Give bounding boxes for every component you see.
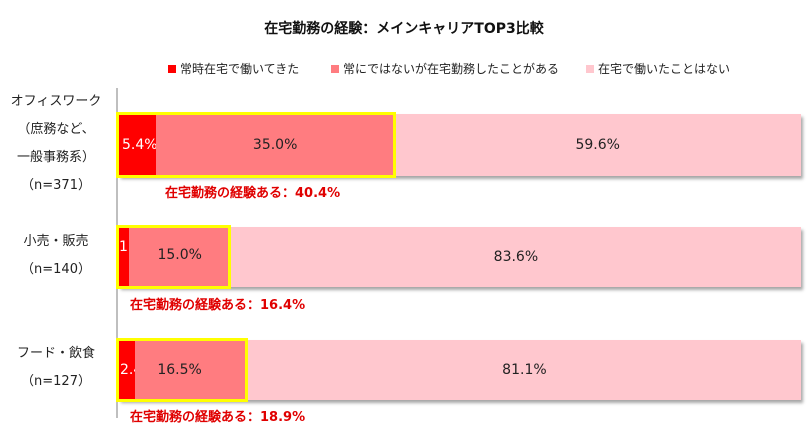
value-label: 5.4% — [122, 137, 158, 153]
legend-swatch-salmon — [331, 64, 339, 73]
category-line: （n=371） — [21, 178, 91, 193]
experience-annotation: 在宅勤務の経験ある：40.4% — [165, 186, 341, 201]
category-line: （n=127） — [21, 374, 91, 389]
segment-never-home: 83.6% — [230, 227, 801, 287]
segment-sometimes-home: 35.0% — [155, 114, 395, 176]
legend-label: 常にではないが在宅勤務したことがある — [343, 62, 560, 76]
segment-never-home: 81.1% — [247, 340, 801, 400]
category-line: フード・飲食 — [16, 346, 95, 361]
value-label: 81.1% — [502, 362, 547, 378]
legend-item-sometimes-home: 常にではないが在宅勤務したことがある — [331, 60, 559, 77]
category-line: （庶務など、 — [17, 122, 95, 137]
value-label: 15.0% — [157, 247, 202, 263]
legend-swatch-red — [168, 64, 176, 73]
bar-office: 5.4% 35.0% 59.6% — [119, 114, 801, 176]
value-label: 16.5% — [157, 362, 202, 378]
segment-always-home: 2.4% — [119, 340, 156, 400]
segment-never-home: 59.6% — [394, 114, 801, 176]
category-line: オフィスワーク — [10, 94, 102, 109]
legend-swatch-pink — [586, 64, 594, 73]
y-axis-line — [116, 88, 118, 418]
category-label-food: フード・飲食 （n=127） — [0, 340, 112, 396]
category-label-office: オフィスワーク （庶務など、 一般事務系） （n=371） — [0, 88, 112, 200]
segment-always-home: 5.4% — [119, 114, 158, 176]
category-line: 一般事務系） — [16, 150, 95, 165]
legend-label: 常時在宅で働いてきた — [180, 62, 300, 76]
value-label: 59.6% — [575, 137, 620, 153]
bar-retail: 1.4% 15.0% 83.6% — [119, 227, 801, 287]
segment-sometimes-home: 15.0% — [128, 227, 231, 287]
segment-always-home: 1.4% — [119, 227, 155, 287]
category-line: 小売・販売 — [23, 234, 89, 249]
bar-food: 2.4% 16.5% 81.1% — [119, 340, 801, 400]
legend-item-never-home: 在宅で働いたことはない — [586, 60, 730, 77]
legend-label: 在宅で働いたことはない — [598, 62, 731, 76]
experience-annotation: 在宅勤務の経験ある：18.9% — [130, 410, 306, 425]
category-label-retail: 小売・販売 （n=140） — [0, 228, 112, 284]
segment-sometimes-home: 16.5% — [135, 340, 248, 400]
category-line: （n=140） — [21, 262, 91, 277]
experience-annotation: 在宅勤務の経験ある：16.4% — [130, 298, 306, 313]
chart-title: 在宅勤務の経験：メインキャリアTOP3比較 — [264, 21, 544, 37]
value-label: 35.0% — [252, 137, 298, 153]
legend-item-always-home: 常時在宅で働いてきた — [168, 60, 299, 77]
value-label: 83.6% — [493, 249, 539, 265]
